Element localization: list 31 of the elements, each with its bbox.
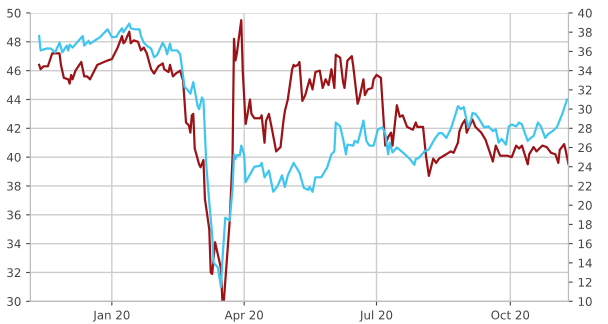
y2-tick-label: 18: [578, 220, 592, 230]
x-tick-label: Jan 20: [92, 310, 130, 322]
y-tick-label: 46: [6, 66, 21, 76]
y2-tick-label: 30: [578, 104, 592, 114]
y2-tick-label: 40: [578, 8, 592, 18]
y2-tick-label: 34: [578, 66, 592, 76]
x-tick-label: Oct 20: [491, 310, 530, 320]
y2-tick-label: 22: [578, 182, 592, 190]
x-tick-label: Apr 20: [224, 310, 263, 322]
y-tick-label: 36: [7, 210, 21, 220]
y-tick-label: 48: [6, 38, 21, 46]
y2-tick-label: 24: [578, 162, 592, 172]
y-tick-label: 44: [6, 95, 21, 104]
y-tick-label: 34: [7, 239, 21, 248]
y2-tick-label: 36: [578, 47, 592, 56]
y2-tick-label: 32: [578, 86, 592, 95]
x-tick-label: Jul 20: [359, 310, 392, 322]
y-tick-label: 32: [7, 268, 20, 278]
y-tick-label: 42: [6, 124, 20, 133]
y2-tick-label: 20: [578, 200, 592, 210]
y2-tick-label: 14: [578, 258, 592, 268]
y2-tick-label: 28: [578, 124, 592, 133]
y2-tick-label: 26: [578, 143, 592, 152]
y2-tick-label: 38: [578, 28, 592, 37]
y-tick-label: 50: [7, 8, 21, 18]
y-tick-label: 30: [7, 297, 21, 306]
y2-tick-label: 16: [578, 239, 592, 248]
y-tick-label: 38: [7, 182, 21, 191]
y2-tick-label: 12: [578, 278, 592, 287]
y-tick-label: 40: [6, 152, 21, 162]
y2-tick-label: 10: [578, 297, 592, 306]
